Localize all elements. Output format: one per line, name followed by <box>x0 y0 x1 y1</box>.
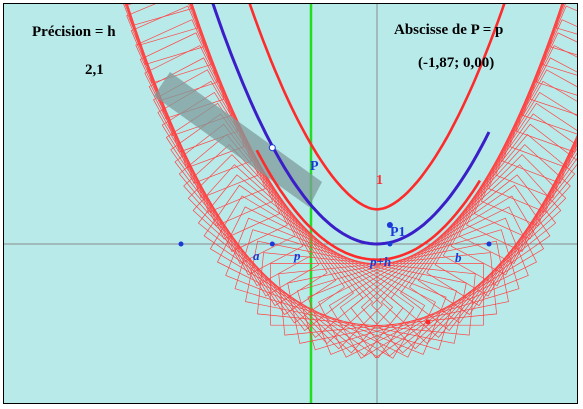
construction-rectangle <box>488 4 577 213</box>
inner-envelope-curve <box>255 149 482 262</box>
point-p[interactable] <box>269 241 275 247</box>
construction-rectangle <box>466 32 577 252</box>
precision-label: Précision = h <box>32 24 116 40</box>
construction-rectangle <box>360 164 562 354</box>
abscissa-value[interactable]: (-1,87; 0,00) <box>418 55 494 71</box>
construction-rectangle <box>522 4 577 135</box>
geometry-canvas-frame: P P1 a p p+h b 1 Précision = h 2,1 Absci… <box>3 3 578 404</box>
point-b[interactable] <box>486 241 492 247</box>
construction-rectangle <box>183 144 373 344</box>
construction-rectangle <box>203 184 415 359</box>
construction-rectangle <box>502 4 577 184</box>
point-P[interactable] <box>268 144 276 152</box>
construction-rectangle <box>209 195 426 359</box>
construction-rectangle <box>480 5 577 227</box>
abscissa-label: Abscisse de P = p <box>394 22 503 38</box>
construction-rectangle <box>318 206 537 358</box>
label-a: a <box>253 248 260 263</box>
red-construction-point[interactable] <box>425 319 431 325</box>
parabola-curve[interactable] <box>181 4 491 246</box>
label-b: b <box>455 250 462 265</box>
label-p: p <box>293 248 301 263</box>
construction-rectangle <box>187 154 383 350</box>
label-P1: P1 <box>390 225 406 240</box>
construction-rectangle <box>509 4 577 169</box>
geometry-canvas[interactable]: P P1 a p p+h b 1 Précision = h 2,1 Absci… <box>4 4 578 404</box>
construction-rectangle <box>473 19 577 240</box>
point-p-plus-h[interactable] <box>387 241 393 247</box>
construction-rectangle <box>555 4 577 35</box>
construction-rectangle <box>287 240 509 344</box>
point-P1[interactable] <box>386 222 393 228</box>
construction-rectangle <box>381 144 571 344</box>
outer-envelope-curve <box>248 4 506 211</box>
point-a[interactable] <box>178 241 184 247</box>
construction-rectangle <box>516 4 577 153</box>
construction-rectangle <box>529 4 577 116</box>
label-P: P <box>310 159 319 174</box>
construction-rectangle <box>270 263 484 326</box>
unit-label: 1 <box>376 173 383 188</box>
construction-rectangle <box>192 164 394 354</box>
construction-rectangle <box>536 4 577 96</box>
construction-rectangle <box>542 4 577 76</box>
precision-value[interactable]: 2,1 <box>85 62 104 78</box>
construction-rectangle <box>328 195 545 359</box>
construction-rectangle <box>549 4 577 56</box>
construction-rectangle <box>339 184 551 359</box>
highlighted-rectangle[interactable] <box>154 72 322 207</box>
points-layer <box>178 144 492 325</box>
construction-rectangle <box>495 4 577 199</box>
construction-rectangle <box>350 174 557 357</box>
construction-rectangle <box>126 4 199 46</box>
label-p-plus-h: p+h <box>369 254 391 269</box>
construction-rectangle <box>458 45 577 264</box>
